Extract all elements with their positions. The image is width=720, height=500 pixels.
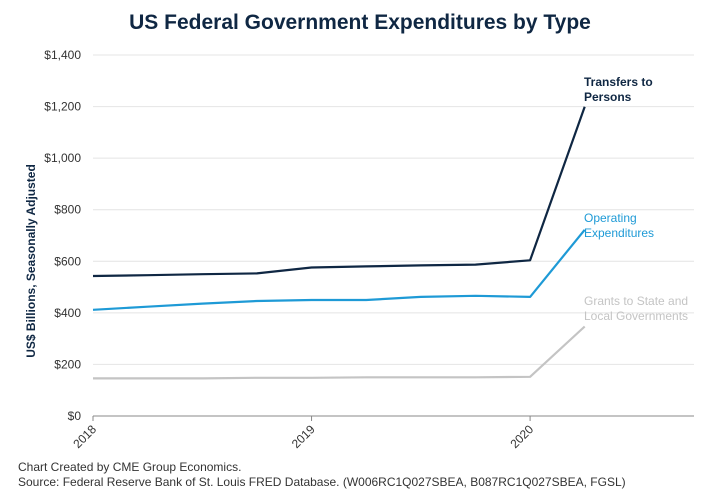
y-tick-1000: $1,000 [44, 151, 81, 165]
series-label-line: Transfers to [584, 75, 653, 89]
y-axis-label: US$ Billions, Seasonally Adjusted [24, 164, 38, 358]
footer-source: Source: Federal Reserve Bank of St. Loui… [18, 475, 626, 489]
series-label-line: Grants to State and [584, 294, 688, 308]
y-tick-200: $200 [54, 357, 81, 371]
x-tick-2019: 2019 [289, 422, 318, 451]
series-line-0 [92, 106, 586, 278]
axes [92, 415, 694, 421]
series-line-2 [93, 325, 586, 380]
y-tick-400: $400 [54, 306, 81, 320]
chart-title: US Federal Government Expenditures by Ty… [129, 11, 591, 34]
series-lines [92, 106, 586, 380]
series-label-0: Transfers to Persons [584, 75, 653, 104]
footer: Chart Created by CME Group Economics. So… [18, 460, 626, 490]
footer-credit: Chart Created by CME Group Economics. [18, 460, 242, 474]
series-line-1 [92, 229, 586, 311]
y-tick-600: $600 [54, 254, 81, 268]
y-tick-800: $800 [54, 203, 81, 217]
series-label-2: Grants to State and Local Governments [584, 294, 688, 323]
x-tick-labels: 2018 2019 2020 [70, 422, 536, 451]
series-label-line: Local Governments [584, 309, 688, 323]
grid-lines [93, 54, 694, 365]
x-tick-2020: 2020 [507, 422, 536, 451]
x-tick-2018: 2018 [70, 422, 99, 451]
series-label-line: Operating [584, 211, 637, 225]
y-tick-1200: $1,200 [44, 100, 81, 114]
y-tick-labels: $0 $200 $400 $600 $800 $1,000 $1,200 $1,400 [44, 48, 81, 423]
series-label-line: Expenditures [584, 226, 654, 240]
y-tick-1400: $1,400 [44, 48, 81, 62]
series-labels: Transfers to Persons Operating Expenditures… [584, 75, 688, 323]
series-label-line: Persons [584, 90, 632, 104]
y-tick-0: $0 [68, 409, 82, 423]
series-label-1: Operating Expenditures [584, 211, 654, 240]
